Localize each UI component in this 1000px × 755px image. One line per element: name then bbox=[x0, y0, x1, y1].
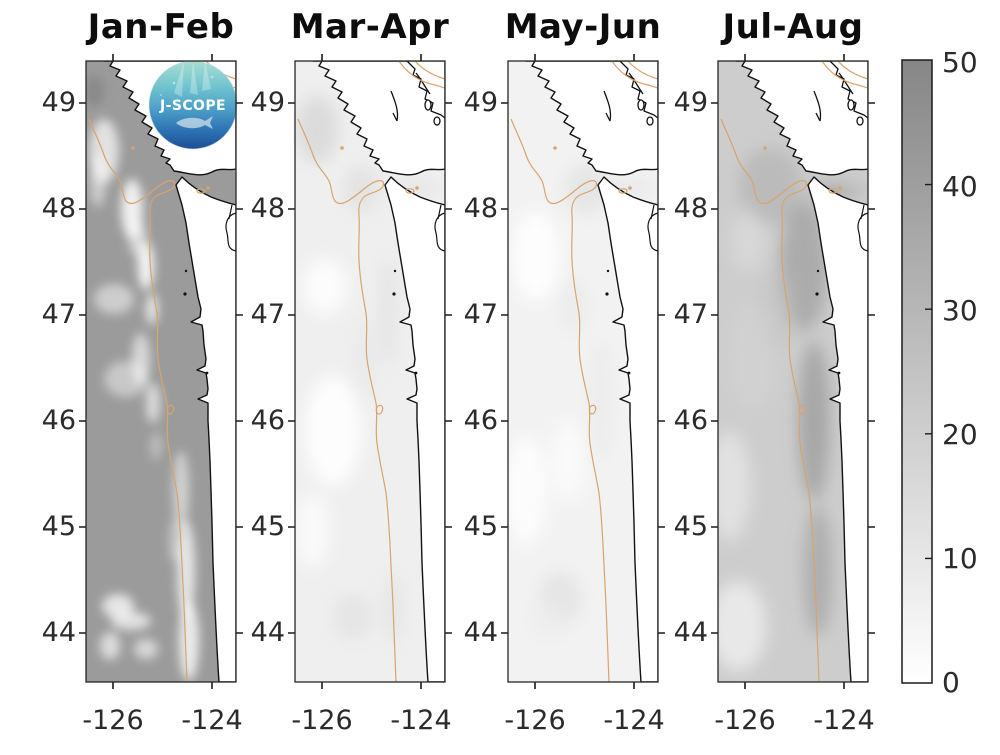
lat-tick-label: 47 bbox=[673, 299, 708, 330]
lon-tick-label: -126 bbox=[714, 705, 776, 736]
lat-tick-label: 44 bbox=[250, 617, 285, 648]
lon-tick-label: -124 bbox=[813, 705, 875, 736]
lon-tick-label: -124 bbox=[390, 705, 452, 736]
lat-tick-label: 49 bbox=[673, 87, 708, 118]
panel-border bbox=[717, 60, 869, 683]
panel-mar-apr: Mar-Apr bbox=[251, 0, 452, 755]
lat-tick-label: 46 bbox=[250, 405, 285, 436]
panel-title: May-Jun bbox=[504, 7, 662, 47]
colorbar-tick-label: 30 bbox=[942, 294, 978, 327]
lat-tick-label: 45 bbox=[673, 511, 708, 542]
lat-tick-label: 45 bbox=[250, 511, 285, 542]
tick-marks bbox=[711, 54, 875, 689]
colorbar-tick-label: 50 bbox=[942, 46, 978, 79]
colorbar-gradient bbox=[901, 59, 933, 684]
lat-tick-label: 48 bbox=[673, 193, 708, 224]
lon-tick-label: -126 bbox=[291, 705, 353, 736]
jscope-logo: J-SCOPE bbox=[148, 60, 238, 150]
panel-title: Jan-Feb bbox=[87, 7, 235, 47]
panel-title: Mar-Apr bbox=[290, 7, 450, 47]
map-may-jun bbox=[501, 54, 665, 689]
lat-tick-label: 44 bbox=[41, 617, 76, 648]
panel-jul-aug: Jul-Aug bbox=[674, 0, 875, 755]
tick-marks bbox=[288, 54, 452, 689]
lat-tick-label: 45 bbox=[463, 511, 498, 542]
map-jan-feb: J-SCOPE bbox=[79, 54, 243, 689]
logo-text: J-SCOPE bbox=[159, 98, 226, 114]
colorbar: 50 40 30 20 10 0 bbox=[898, 0, 1000, 755]
lat-tick-label: 47 bbox=[250, 299, 285, 330]
tick-marks bbox=[501, 54, 665, 689]
lat-tick-label: 46 bbox=[463, 405, 498, 436]
lat-tick-label: 49 bbox=[41, 87, 76, 118]
lat-tick-label: 47 bbox=[41, 299, 76, 330]
map-jul-aug bbox=[711, 54, 875, 689]
fish-icon bbox=[176, 116, 213, 129]
panel-may-jun: May-Jun 49 bbox=[464, 0, 665, 755]
lat-tick-label: 48 bbox=[41, 193, 76, 224]
lat-tick-label: 44 bbox=[463, 617, 498, 648]
colorbar-tick-label: 0 bbox=[942, 666, 960, 699]
lat-tick-label: 48 bbox=[463, 193, 498, 224]
panel-title: Jul-Aug bbox=[722, 7, 864, 47]
lat-tick-label: 44 bbox=[673, 617, 708, 648]
ocean-texture bbox=[295, 95, 441, 645]
lat-tick-label: 46 bbox=[673, 405, 708, 436]
lon-tick-label: -124 bbox=[603, 705, 665, 736]
lon-tick-label: -126 bbox=[82, 705, 144, 736]
panel-jan-feb: Jan-Feb bbox=[42, 0, 243, 755]
lat-tick-label: 46 bbox=[41, 405, 76, 436]
colorbar-tick-label: 20 bbox=[942, 418, 978, 451]
lat-tick-label: 49 bbox=[463, 87, 498, 118]
panel-border bbox=[507, 60, 659, 683]
lat-tick-label: 45 bbox=[41, 511, 76, 542]
lat-tick-label: 49 bbox=[250, 87, 285, 118]
panel-border bbox=[85, 60, 237, 683]
tick-marks bbox=[79, 54, 243, 689]
lat-tick-label: 47 bbox=[463, 299, 498, 330]
map-mar-apr bbox=[288, 54, 452, 689]
colorbar-tick-label: 10 bbox=[942, 542, 978, 575]
lon-tick-label: -126 bbox=[504, 705, 566, 736]
lon-tick-label: -124 bbox=[181, 705, 243, 736]
panel-border bbox=[294, 60, 446, 683]
colorbar-ticks bbox=[925, 183, 932, 560]
lat-tick-label: 48 bbox=[250, 193, 285, 224]
colorbar-tick-label: 40 bbox=[942, 170, 978, 203]
colorbar-border bbox=[901, 59, 933, 684]
